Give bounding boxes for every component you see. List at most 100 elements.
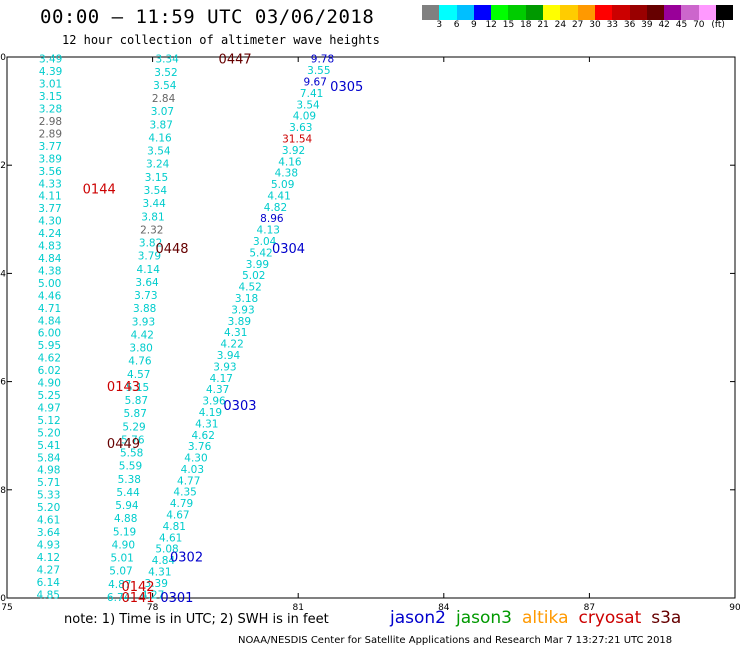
colorbar-swatch	[525, 5, 544, 20]
colorbar-swatch	[577, 5, 595, 20]
colorbar-swatch	[560, 5, 578, 20]
x-tick-label: 90	[729, 603, 740, 613]
wave-height-value: 4.83	[38, 241, 61, 253]
wave-height-value: 4.27	[37, 564, 60, 576]
wave-height-value: 4.42	[131, 329, 154, 341]
wave-height-value: 4.87	[108, 579, 131, 591]
wave-height-value: 4.37	[206, 384, 229, 396]
colorbar-swatch	[664, 5, 682, 20]
wave-height-value: 2.98	[39, 116, 62, 128]
wave-height-value: 4.17	[210, 373, 233, 385]
wave-height-value: 3.44	[142, 198, 166, 210]
wave-height-value: 8.96	[260, 213, 284, 225]
wave-height-value: 4.57	[127, 369, 150, 381]
colorbar-swatch	[508, 5, 526, 20]
wave-height-value: 4.46	[38, 290, 62, 302]
wave-height-value: 5.25	[37, 390, 60, 402]
map-frame	[6, 56, 736, 599]
wave-height-value: 3.04	[253, 236, 277, 248]
wave-height-value: 3.89	[228, 316, 251, 328]
wave-height-value: 4.31	[148, 567, 171, 579]
wave-height-value: 4.90	[112, 539, 135, 551]
wave-height-value: 5.09	[271, 179, 294, 191]
wave-height-value: 4.38	[38, 265, 61, 277]
wave-height-value: 3.28	[39, 104, 62, 116]
colorbar-label: 70	[693, 20, 705, 30]
wave-height-value: 4.35	[173, 487, 196, 499]
map-subtitle: 12 hour collection of altimeter wave hei…	[62, 33, 380, 47]
wave-height-value: 3.39	[145, 578, 168, 590]
pass-label-0448: 0448	[155, 242, 188, 257]
colorbar-swatch	[646, 5, 665, 20]
wave-height-value: 3.92	[282, 145, 305, 157]
wave-height-value: 4.77	[177, 475, 200, 487]
wave-height-value: 4.85	[37, 589, 60, 601]
wave-height-value: 4.31	[224, 327, 247, 339]
wave-height-value: 4.88	[114, 513, 137, 525]
wave-height-value: 4.61	[37, 515, 60, 527]
wave-height-value: 4.71	[38, 303, 61, 315]
wave-height-value: 3.64	[135, 277, 159, 289]
wave-height-value: 3.80	[129, 343, 152, 355]
wave-height-value: 5.20	[37, 502, 60, 514]
y-tick-label: -8	[0, 486, 6, 496]
wave-height-value: 6.00	[38, 328, 61, 340]
wave-height-value: 4.62	[192, 430, 215, 442]
wave-height-value: 5.20	[37, 427, 60, 439]
colorbar-label: 36	[623, 20, 636, 30]
wave-height-value: 4.62	[38, 353, 61, 365]
wave-height-value: 3.81	[141, 211, 164, 223]
pass-label-0305: 0305	[330, 80, 363, 95]
x-tick-label: 84	[438, 603, 450, 613]
colorbar-label: 39	[641, 20, 653, 30]
colorbar-swatch	[594, 5, 613, 20]
wave-height-value: 5.87	[124, 408, 147, 420]
axis-ticks: 75 78 81 84 87 90 0 -2 -4 -6 -8 -10	[0, 53, 740, 613]
colorbar-swatch	[422, 5, 440, 20]
wave-height-value: 4.52	[238, 282, 261, 294]
colorbar-label: 15	[502, 20, 515, 30]
wave-height-value: 3.94	[217, 350, 241, 362]
colorbar-label: (ft)	[711, 20, 725, 30]
wave-height-value: 3.93	[231, 304, 254, 316]
wave-height-value: 5.15	[126, 382, 149, 394]
wave-height-value: 4.81	[163, 521, 186, 533]
colorbar-label: 18	[520, 20, 532, 30]
wave-height-value: 4.03	[181, 464, 204, 476]
wave-height-value: 4.97	[37, 402, 60, 414]
wave-height-value: 4.16	[278, 156, 302, 168]
colorbar-swatch	[543, 5, 561, 20]
wave-height-value: 5.07	[109, 566, 132, 578]
wave-height-value: 5.44	[116, 487, 140, 499]
y-tick-label: -2	[0, 161, 6, 171]
colorbar-label: 42	[658, 20, 670, 30]
wave-height-value: 5.41	[37, 440, 60, 452]
wave-height-value: 7.41	[300, 88, 323, 100]
wave-height-value: 3.34	[155, 54, 179, 66]
wave-height-value: 4.84	[152, 555, 176, 567]
y-tick-label: -6	[0, 378, 6, 388]
wave-height-value: 4.14	[137, 264, 161, 276]
colorbar-label: 30	[589, 20, 601, 30]
wave-height-value: 4.41	[267, 190, 290, 202]
track-a: 3.494.393.013.153.282.982.893.773.893.56…	[37, 54, 63, 602]
pass-label-0449: 0449	[107, 437, 140, 452]
wave-height-value: 3.49	[39, 54, 62, 66]
pass-label-0142: 0142	[121, 580, 154, 595]
wave-height-value: 3.55	[307, 65, 330, 77]
wave-height-value: 3.52	[154, 67, 177, 79]
wave-height-value: 4.61	[159, 532, 182, 544]
x-tick-label: 81	[292, 603, 303, 613]
wave-height-value: 2.84	[152, 93, 176, 105]
wave-height-value: 5.38	[118, 474, 141, 486]
colorbar-label: 9	[471, 20, 477, 30]
wave-height-value: 4.38	[275, 168, 298, 180]
wave-height-value: 4.82	[264, 202, 287, 214]
pass-label-0304: 0304	[272, 242, 305, 257]
wave-height-value: 3.79	[138, 251, 161, 263]
wave-height-value: 4.90	[38, 378, 61, 390]
wave-height-value: 3.76	[188, 441, 212, 453]
y-tick-label: -4	[0, 269, 6, 279]
wave-height-value: 3.93	[213, 361, 236, 373]
wave-height-value: 4.39	[39, 66, 62, 78]
